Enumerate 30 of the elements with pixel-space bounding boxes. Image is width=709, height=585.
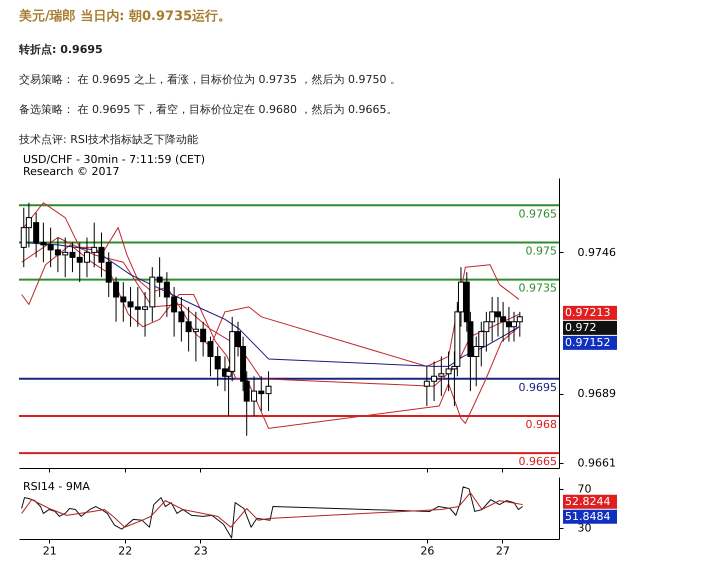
text: 转折点: 0.9695 — [18, 43, 103, 56]
ref-line-label: 0.9765 — [518, 207, 557, 220]
x-tick-label: 26 — [420, 544, 434, 558]
x-tick-label: 22 — [118, 544, 132, 558]
text: 0.97152 — [565, 336, 610, 349]
text: 0.97213 — [565, 306, 610, 319]
text: 备选策略： 在 0.9695 下，看空，目标价位定在 0.9680 ，然后为 0.9665。 — [19, 103, 398, 116]
x-tick-label: 27 — [496, 544, 510, 558]
text: USD/CHF - 30min - 7:11:59 (CET) — [23, 153, 205, 166]
text: 技术点评: RSI技术指标缺乏下降动能 — [18, 133, 198, 146]
ref-line-label: 0.968 — [526, 418, 557, 431]
x-tick-label: 23 — [194, 544, 208, 558]
text: Research © 2017 — [23, 165, 120, 178]
ref-line-label: 0.9695 — [518, 380, 557, 394]
text: 0.972 — [565, 320, 596, 334]
text: 51.8484 — [565, 510, 610, 523]
text: 52.8244 — [565, 494, 610, 508]
text: 交易策略： 在 0.9695 之上，看涨，目标价位为 0.9735 ，然后为 0.9750 。 — [19, 73, 401, 86]
y-tick-label: 0.9746 — [578, 246, 616, 259]
chart-title: 美元/瑞郎 当日内: 朝0.9735运行。 — [18, 8, 232, 24]
line-series — [21, 492, 524, 528]
chart-title: RSI14 - 9MA — [23, 480, 90, 493]
ref-line-label: 0.9665 — [518, 455, 557, 468]
ref-line-label: 0.9735 — [518, 282, 557, 295]
y-tick-label: 0.9689 — [578, 387, 616, 400]
x-tick-label: 21 — [42, 544, 57, 558]
y-tick-label: 70 — [578, 482, 592, 496]
ref-line-label: 0.975 — [526, 244, 557, 258]
y-tick-label: 0.9661 — [578, 456, 616, 470]
y-tick-label: 30 — [578, 522, 592, 535]
